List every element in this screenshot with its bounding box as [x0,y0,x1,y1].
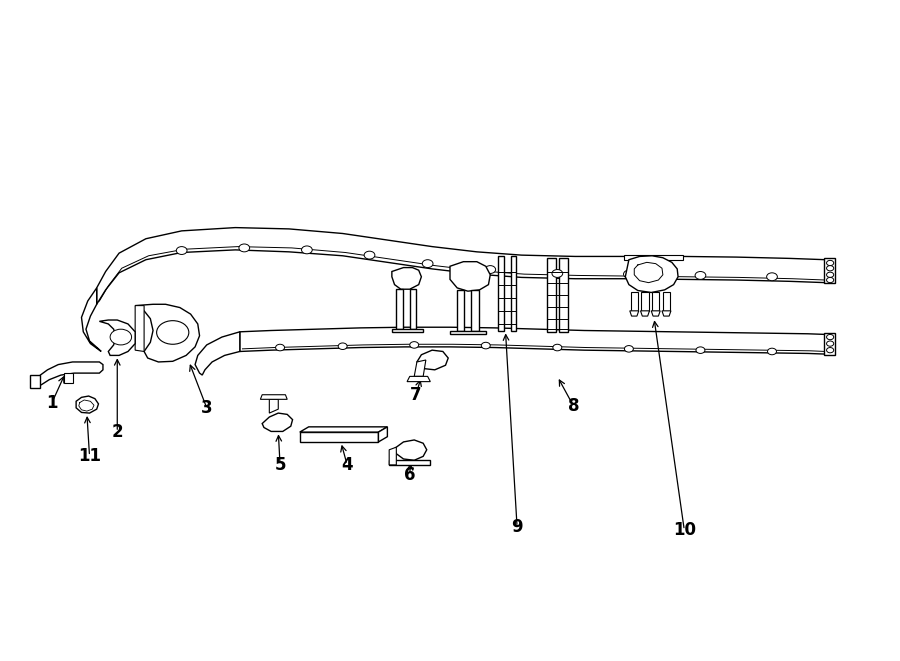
Circle shape [695,272,706,280]
Polygon shape [414,360,426,376]
Circle shape [410,342,418,348]
Polygon shape [662,311,670,316]
Polygon shape [76,396,98,413]
Circle shape [826,341,833,346]
Polygon shape [300,432,378,442]
Polygon shape [262,413,292,432]
Circle shape [110,329,131,345]
Circle shape [485,266,496,274]
Text: 6: 6 [404,466,416,484]
Circle shape [238,244,249,252]
Polygon shape [392,268,421,290]
Polygon shape [472,290,479,330]
Polygon shape [389,460,430,465]
Polygon shape [511,256,517,330]
Polygon shape [300,427,387,432]
Circle shape [767,273,778,281]
Polygon shape [239,327,825,354]
Polygon shape [626,256,678,292]
Polygon shape [64,373,73,383]
Text: 5: 5 [274,456,286,474]
Circle shape [552,270,562,278]
Polygon shape [824,258,834,284]
Circle shape [176,247,187,254]
Circle shape [302,246,312,254]
Polygon shape [631,292,638,311]
Circle shape [624,270,634,278]
Polygon shape [260,395,287,399]
Polygon shape [392,329,423,332]
Polygon shape [652,311,661,316]
Circle shape [338,343,347,350]
Circle shape [826,348,833,353]
Polygon shape [499,256,504,330]
Polygon shape [663,292,670,311]
Polygon shape [378,427,387,442]
Polygon shape [450,262,491,292]
Text: 4: 4 [341,456,353,474]
Polygon shape [135,305,144,352]
Polygon shape [37,362,103,386]
Circle shape [275,344,284,351]
Circle shape [482,342,490,349]
Circle shape [157,321,189,344]
Polygon shape [642,292,649,311]
Polygon shape [457,290,464,330]
Polygon shape [269,399,278,413]
Polygon shape [450,330,486,334]
Polygon shape [30,375,40,388]
Circle shape [826,266,833,271]
Polygon shape [824,333,834,356]
Polygon shape [407,376,430,381]
Circle shape [553,344,562,351]
Circle shape [625,346,634,352]
Polygon shape [99,320,135,356]
Text: 9: 9 [511,518,523,536]
Polygon shape [652,292,660,311]
Text: 2: 2 [112,423,123,441]
Circle shape [826,334,833,340]
Polygon shape [410,290,416,329]
Text: 10: 10 [673,522,696,539]
Polygon shape [625,255,682,260]
Circle shape [768,348,777,355]
Text: 11: 11 [78,447,101,465]
Polygon shape [396,290,402,329]
Polygon shape [546,258,555,332]
Polygon shape [135,304,200,362]
Polygon shape [559,258,568,332]
Polygon shape [394,440,427,460]
Polygon shape [630,311,639,316]
Circle shape [422,260,433,268]
Polygon shape [641,311,650,316]
Circle shape [826,272,833,278]
Circle shape [696,347,705,354]
Polygon shape [195,332,239,375]
Polygon shape [82,288,101,352]
Polygon shape [389,447,396,465]
Circle shape [826,260,833,266]
Polygon shape [96,227,825,304]
Text: 8: 8 [568,397,580,415]
Circle shape [826,278,833,283]
Circle shape [364,251,375,259]
Text: 3: 3 [201,399,212,417]
Text: 7: 7 [410,386,422,404]
Polygon shape [417,350,448,369]
Text: 1: 1 [46,393,58,412]
